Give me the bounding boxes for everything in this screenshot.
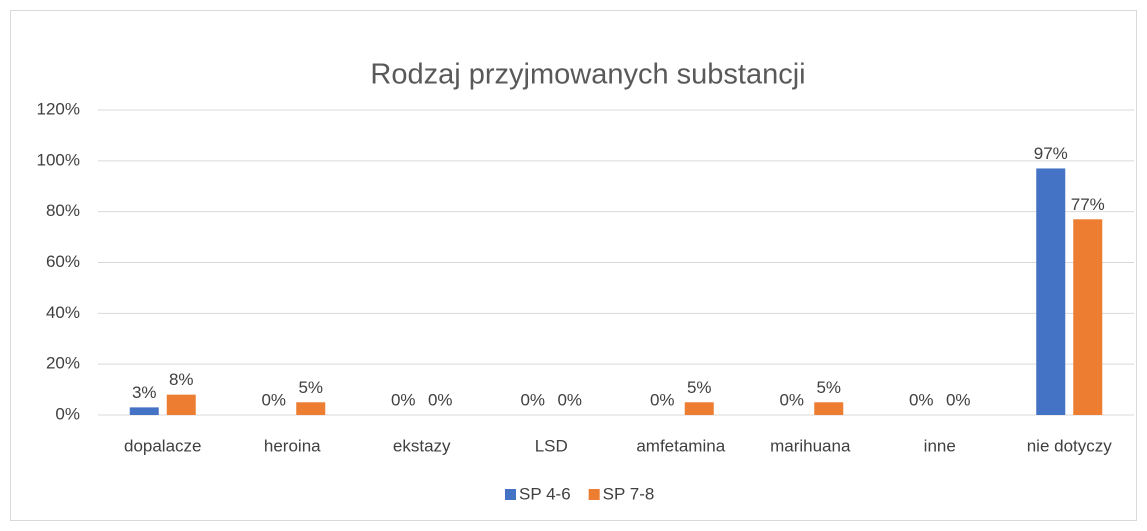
data-label: 5% [816, 378, 841, 397]
chart-title: Rodzaj przyjmowanych substancji [370, 59, 805, 91]
bar [684, 402, 714, 415]
data-label: 0% [557, 390, 582, 409]
x-tick-label: nie dotyczy [1027, 436, 1113, 455]
x-tick-label: amfetamina [636, 436, 725, 455]
y-tick-label: 0% [55, 404, 80, 423]
y-tick-label: 80% [46, 201, 80, 220]
x-tick-label: LSD [535, 436, 568, 455]
data-label: 3% [132, 383, 157, 402]
x-tick-label: inne [924, 436, 956, 455]
bar [129, 407, 159, 415]
y-tick-label: 20% [46, 354, 80, 373]
data-label: 0% [650, 390, 675, 409]
data-label: 5% [298, 378, 323, 397]
x-tick-label: marihuana [770, 436, 851, 455]
data-label: 0% [428, 390, 453, 409]
bar [1073, 219, 1103, 415]
x-tick-label: ekstazy [393, 436, 451, 455]
legend-swatch [588, 489, 600, 500]
data-label: 0% [520, 390, 545, 409]
data-label: 0% [779, 390, 804, 409]
y-tick-label: 60% [46, 252, 80, 271]
data-label: 0% [946, 390, 971, 409]
x-tick-label: dopalacze [124, 436, 202, 455]
bar [166, 394, 196, 415]
data-label: 77% [1071, 195, 1105, 214]
data-label: 8% [169, 370, 194, 389]
y-tick-label: 100% [37, 150, 80, 169]
bar [814, 402, 844, 415]
data-label: 0% [391, 390, 416, 409]
data-label: 5% [687, 378, 712, 397]
legend-label: SP 4-6 [519, 484, 571, 503]
bar [296, 402, 326, 415]
y-tick-label: 40% [46, 303, 80, 322]
y-tick-label: 120% [37, 99, 80, 118]
x-tick-label: heroina [264, 436, 321, 455]
legend-label: SP 7-8 [603, 484, 655, 503]
legend-swatch [505, 489, 516, 500]
data-label: 97% [1034, 144, 1068, 163]
data-label: 0% [909, 390, 934, 409]
data-label: 0% [261, 390, 286, 409]
chart-border [10, 10, 1137, 521]
bar [1036, 168, 1066, 415]
